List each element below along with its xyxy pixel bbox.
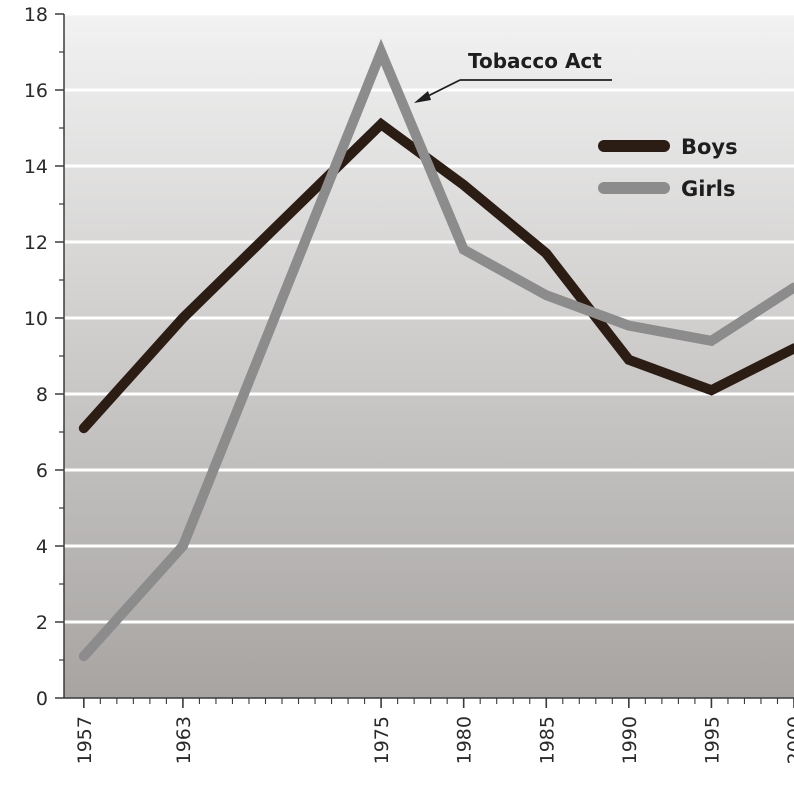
x-tick-label-1975: 1975 <box>371 716 393 764</box>
legend-label-girls: Girls <box>681 177 736 201</box>
y-tick-label-16: 16 <box>24 80 48 102</box>
y-tick-label-14: 14 <box>24 156 48 178</box>
axes: 0 2 4 6 8 10 12 14 16 18 1957 1963 1975 1980 1985 1990 1… <box>24 4 794 764</box>
series-line-boys <box>78 117 794 434</box>
x-tick-label-1963: 1963 <box>173 716 195 764</box>
x-tick-label-1995: 1995 <box>701 716 723 764</box>
y-tick-label-12: 12 <box>24 232 48 254</box>
series-lines <box>78 38 794 662</box>
legend-label-boys: Boys <box>681 135 738 159</box>
annotation-arrow-line <box>423 79 461 99</box>
annotation: Tobacco Act <box>414 49 612 103</box>
plot-background <box>64 14 794 698</box>
x-tick-label-1990: 1990 <box>619 716 641 764</box>
y-tick-label-10: 10 <box>24 308 48 330</box>
series-line-girls <box>78 38 794 662</box>
annotation-arrowhead <box>414 91 431 103</box>
x-tick-label-1957: 1957 <box>74 716 96 764</box>
y-tick-label-18: 18 <box>24 4 48 26</box>
legend: Boys Girls <box>598 135 738 201</box>
y-tick-label-0: 0 <box>36 688 48 710</box>
y-tick-label-8: 8 <box>36 384 48 406</box>
y-tick-label-6: 6 <box>36 460 48 482</box>
annotation-label: Tobacco Act <box>468 49 602 73</box>
x-tick-label-2000: 2000 <box>784 716 794 764</box>
y-tick-label-2: 2 <box>36 612 48 634</box>
x-tick-label-1980: 1980 <box>454 716 476 764</box>
y-tick-label-4: 4 <box>36 536 48 558</box>
x-tick-label-1985: 1985 <box>536 716 558 764</box>
